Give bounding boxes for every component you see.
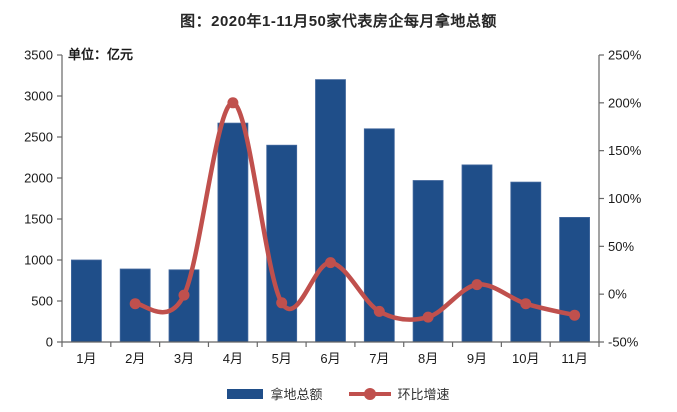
left-axis-tick-label: 3000 [24, 89, 53, 104]
x-axis-tick-label: 7月 [369, 351, 389, 366]
line-marker-8月 [422, 311, 434, 323]
x-axis-tick-label: 1月 [76, 351, 96, 366]
left-axis-tick-label: 1500 [24, 212, 53, 227]
bar-6月 [315, 79, 346, 343]
line-series-swatch [348, 387, 391, 400]
x-axis-tick-label: 4月 [223, 351, 243, 366]
bar-5月 [266, 144, 298, 343]
right-axis-tick-label: 0% [608, 287, 627, 302]
left-axis-tick-label: 2500 [24, 130, 53, 145]
line-marker-3月 [178, 289, 190, 301]
line-swatch-marker-icon [363, 387, 376, 400]
bar-4月 [217, 122, 249, 343]
right-axis-tick-label: 50% [608, 239, 634, 254]
line-marker-2月 [129, 298, 141, 310]
bar-1月 [71, 259, 102, 343]
legend-item-land-total: 拿地总额 [227, 384, 323, 403]
left-axis-tick-label: 0 [46, 335, 53, 350]
unit-label: 单位：亿元 [68, 47, 134, 62]
line-marker-4月 [227, 97, 239, 109]
x-axis-tick-label: 9月 [467, 351, 487, 366]
line-marker-6月 [325, 257, 336, 269]
x-axis-tick-label: 2月 [125, 351, 145, 366]
line-marker-5月 [276, 297, 288, 309]
x-axis-tick-label: 3月 [174, 351, 194, 366]
left-axis-tick-label: 2000 [24, 171, 53, 186]
right-axis-tick-label: 100% [608, 191, 642, 206]
bar-10月 [510, 181, 542, 343]
left-axis-tick-label: 500 [31, 294, 53, 309]
legend-label-mom-growth: 环比增速 [397, 387, 450, 402]
chart-canvas: 0 500 1000 1500 2000 2500 3000 3500 -50% 0% 50% 100… [24, 48, 642, 367]
x-axis-tick-label: 8月 [418, 351, 438, 366]
growth-line [132, 100, 577, 322]
right-axis-tick-label: 200% [608, 95, 642, 110]
left-axis-tick-label: 1000 [24, 253, 53, 268]
right-axis-tick-label: 250% [608, 48, 642, 63]
right-axis-tick-label: 150% [608, 143, 642, 158]
legend-item-mom-growth: 环比增速 [348, 384, 450, 403]
chart-title: 图：2020年1-11月50家代表房企每月拿地总额 [180, 13, 497, 30]
line-marker-10月 [520, 298, 532, 310]
x-axis-tick-label: 11月 [561, 351, 588, 366]
bar-series-swatch [227, 388, 264, 399]
line-marker-9月 [471, 279, 483, 291]
x-axis-tick-label: 6月 [320, 351, 340, 366]
line-marker-11月 [569, 309, 581, 321]
legend-label-land-total: 拿地总额 [270, 387, 323, 402]
bar-9月 [461, 164, 493, 343]
line-marker-7月 [373, 305, 385, 317]
left-axis-tick-label: 3500 [24, 48, 53, 63]
right-axis-tick-label: -50% [608, 335, 639, 350]
x-axis-tick-label: 5月 [272, 351, 292, 366]
x-axis-tick-label: 10月 [512, 351, 539, 366]
bar-11月 [559, 216, 590, 343]
legend: 拿地总额 环比增速 [0, 384, 677, 403]
